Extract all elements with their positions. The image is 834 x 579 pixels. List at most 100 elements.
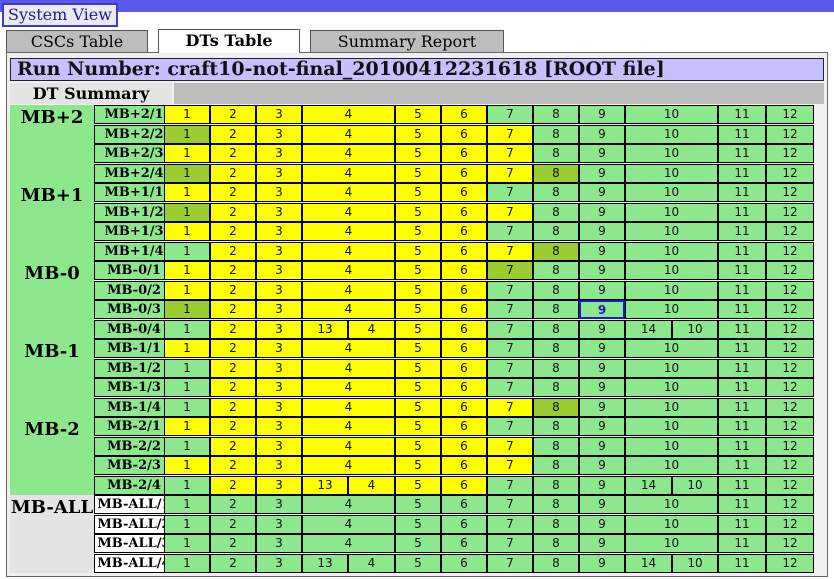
sector-cell[interactable]: 4: [302, 514, 395, 534]
sector-cell[interactable]: 2: [210, 319, 256, 339]
sector-cell[interactable]: 2: [210, 456, 256, 475]
sector-cell[interactable]: 1: [164, 261, 210, 280]
sector-cell[interactable]: 10: [625, 300, 718, 319]
sector-cell[interactable]: 5: [395, 397, 441, 417]
sector-cell[interactable]: 13: [302, 319, 348, 339]
sector-cell[interactable]: 7: [487, 417, 533, 436]
sector-cell[interactable]: 8: [533, 163, 579, 183]
sector-cell[interactable]: 5: [395, 163, 441, 183]
sector-cell[interactable]: 2: [210, 495, 256, 514]
sector-cell[interactable]: 8: [533, 339, 579, 358]
sector-cell[interactable]: 11: [718, 397, 766, 417]
sector-cell[interactable]: 2: [210, 300, 256, 319]
sector-cell[interactable]: 3: [256, 261, 302, 280]
chamber-row-label[interactable]: MB+2/1: [94, 105, 174, 124]
sector-cell[interactable]: 3: [256, 144, 302, 163]
sector-cell[interactable]: 6: [441, 105, 487, 124]
sector-cell[interactable]: 10: [625, 534, 718, 553]
sector-cell[interactable]: 9: [579, 475, 625, 495]
sector-cell[interactable]: 3: [256, 280, 302, 300]
sector-cell[interactable]: 8: [533, 202, 579, 222]
sector-cell[interactable]: 10: [625, 378, 718, 397]
sector-cell[interactable]: 14: [625, 319, 672, 339]
sector-cell[interactable]: 12: [766, 475, 814, 495]
sector-cell[interactable]: 1: [164, 417, 210, 436]
sector-cell[interactable]: 13: [302, 553, 348, 573]
sector-cell[interactable]: 2: [210, 222, 256, 241]
sector-cell[interactable]: 12: [766, 417, 814, 436]
sector-cell[interactable]: 5: [395, 358, 441, 378]
sector-cell[interactable]: 9: [579, 144, 625, 163]
sector-cell[interactable]: 11: [718, 300, 766, 319]
sector-cell[interactable]: 5: [395, 300, 441, 319]
sector-cell[interactable]: 2: [210, 183, 256, 202]
sector-cell[interactable]: 11: [718, 475, 766, 495]
sector-cell[interactable]: 1: [164, 378, 210, 397]
sector-cell[interactable]: 4: [302, 300, 395, 319]
sector-cell[interactable]: 12: [766, 456, 814, 475]
sector-cell[interactable]: 11: [718, 163, 766, 183]
sector-cell[interactable]: 6: [441, 514, 487, 534]
sector-cell[interactable]: 2: [210, 163, 256, 183]
sector-cell[interactable]: 10: [625, 436, 718, 456]
sector-cell[interactable]: 11: [718, 339, 766, 358]
sector-cell[interactable]: 10: [625, 514, 718, 534]
sector-cell[interactable]: 2: [210, 280, 256, 300]
sector-cell[interactable]: 5: [395, 144, 441, 163]
chamber-row-label[interactable]: MB-1/3: [94, 378, 174, 397]
sector-cell[interactable]: 6: [441, 261, 487, 280]
sector-cell[interactable]: 6: [441, 319, 487, 339]
sector-cell[interactable]: 1: [164, 202, 210, 222]
sector-cell[interactable]: 9: [579, 300, 625, 319]
sector-cell[interactable]: 10: [672, 475, 718, 495]
sector-cell[interactable]: 5: [395, 417, 441, 436]
sector-cell[interactable]: 12: [766, 514, 814, 534]
sector-cell[interactable]: 8: [533, 397, 579, 417]
sector-cell[interactable]: 4: [302, 495, 395, 514]
sector-cell[interactable]: 10: [625, 261, 718, 280]
sector-cell[interactable]: 9: [579, 534, 625, 553]
sector-cell[interactable]: 10: [625, 241, 718, 261]
chamber-row-label[interactable]: MB+1/2: [94, 202, 174, 222]
sector-cell[interactable]: 10: [625, 397, 718, 417]
sector-cell[interactable]: 2: [210, 241, 256, 261]
sector-cell[interactable]: 2: [210, 553, 256, 573]
sector-cell[interactable]: 11: [718, 241, 766, 261]
sector-cell[interactable]: 4: [302, 124, 395, 144]
sector-cell[interactable]: 10: [625, 202, 718, 222]
sector-cell[interactable]: 1: [164, 124, 210, 144]
chamber-row-label[interactable]: MB-0/3: [94, 300, 174, 319]
sector-cell[interactable]: 12: [766, 553, 814, 573]
sector-cell[interactable]: 2: [210, 261, 256, 280]
sector-cell[interactable]: 8: [533, 261, 579, 280]
sector-cell[interactable]: 5: [395, 514, 441, 534]
sector-cell[interactable]: 1: [164, 105, 210, 124]
tab-dts-table[interactable]: DTs Table: [158, 29, 300, 53]
sector-cell[interactable]: 4: [302, 358, 395, 378]
sector-cell[interactable]: 3: [256, 534, 302, 553]
sector-cell[interactable]: 1: [164, 553, 210, 573]
chamber-row-label[interactable]: MB-ALL/4: [94, 553, 174, 573]
sector-cell[interactable]: 6: [441, 397, 487, 417]
sector-cell[interactable]: 9: [579, 553, 625, 573]
sector-cell[interactable]: 6: [441, 475, 487, 495]
sector-cell[interactable]: 12: [766, 534, 814, 553]
sector-cell[interactable]: 7: [487, 378, 533, 397]
chamber-row-label[interactable]: MB-1/1: [94, 339, 174, 358]
sector-cell[interactable]: 7: [487, 514, 533, 534]
sector-cell[interactable]: 5: [395, 456, 441, 475]
sector-cell[interactable]: 8: [533, 495, 579, 514]
sector-cell[interactable]: 1: [164, 514, 210, 534]
sector-cell[interactable]: 4: [348, 475, 395, 495]
sector-cell[interactable]: 7: [487, 300, 533, 319]
sector-cell[interactable]: 3: [256, 475, 302, 495]
sector-cell[interactable]: 1: [164, 163, 210, 183]
sector-cell[interactable]: 8: [533, 553, 579, 573]
sector-cell[interactable]: 10: [625, 144, 718, 163]
sector-cell[interactable]: 4: [302, 280, 395, 300]
sector-cell[interactable]: 5: [395, 261, 441, 280]
sector-cell[interactable]: 3: [256, 300, 302, 319]
chamber-row-label[interactable]: MB-ALL/2: [94, 514, 174, 534]
sector-cell[interactable]: 1: [164, 436, 210, 456]
sector-cell[interactable]: 9: [579, 378, 625, 397]
